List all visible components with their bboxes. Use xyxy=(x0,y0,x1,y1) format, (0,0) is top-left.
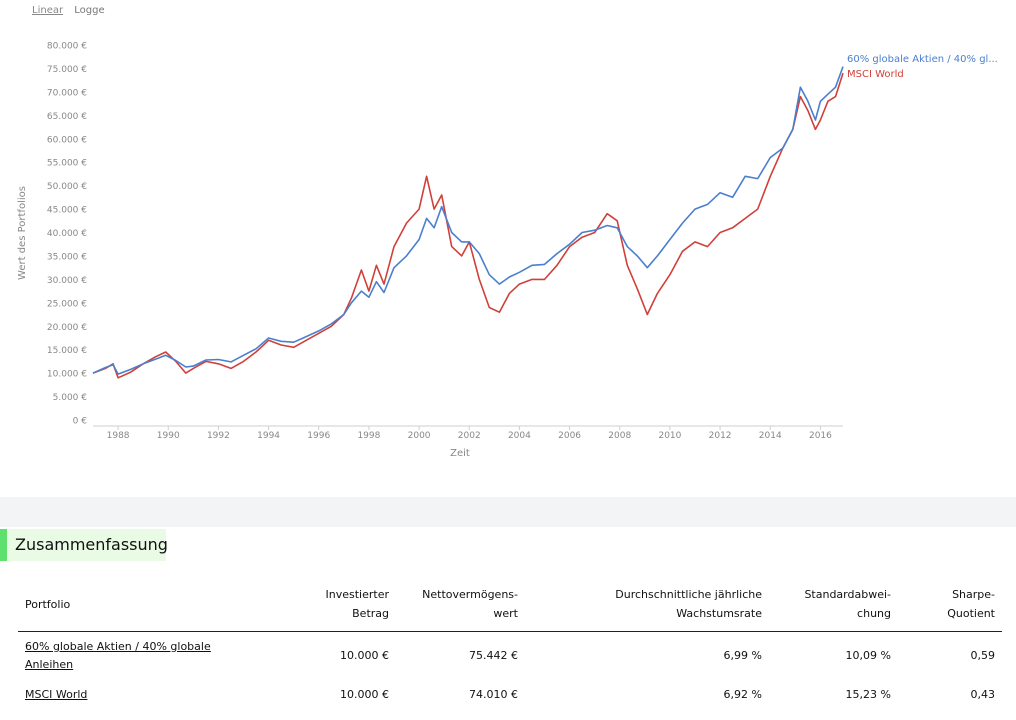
nav-cell: 74.010 € xyxy=(469,688,518,701)
linear-scale-link[interactable]: Linear xyxy=(32,5,64,16)
x-tick-label: 2010 xyxy=(658,431,681,441)
y-tick-label: 80.000 € xyxy=(47,42,87,52)
y-tick-label: 50.000 € xyxy=(47,182,87,192)
y-tick-label: 75.000 € xyxy=(47,65,87,75)
summary-heading: Zusammenfassung xyxy=(0,529,168,561)
x-tick-label: 2008 xyxy=(608,431,631,441)
y-tick-label: 10.000 € xyxy=(47,370,87,380)
x-axis: 1988 1990 1992 1994 1996 1998 2000 2002 2004 2006… xyxy=(107,426,832,441)
header-portfolio: Portfolio xyxy=(18,580,282,632)
section-divider xyxy=(0,497,1016,527)
x-axis-label: Zeit xyxy=(450,448,470,459)
nav-cell: 75.442 € xyxy=(469,649,518,662)
y-tick-label: 25.000 € xyxy=(47,299,87,309)
y-tick-label: 40.000 € xyxy=(47,229,87,239)
x-tick-label: 2002 xyxy=(458,431,481,441)
y-tick-label: 65.000 € xyxy=(47,112,87,122)
x-tick-label: 1998 xyxy=(357,431,380,441)
legend-label-1: MSCI World xyxy=(847,69,904,80)
y-axis: 0 € 5.000 € 10.000 € 15.000 € 20.000 € 25.000… xyxy=(47,42,87,427)
summary-table: Portfolio Investierter Betrag Nettovermög… xyxy=(18,580,1002,710)
sharpe-cell: 0,43 xyxy=(970,688,996,701)
y-tick-label: 5.000 € xyxy=(53,393,88,403)
y-tick-label: 35.000 € xyxy=(47,252,87,262)
series-line-0 xyxy=(92,66,844,375)
x-tick-label: 2000 xyxy=(408,431,431,441)
stddev-cell: 15,23 % xyxy=(845,688,891,701)
header-sharpe: Sharpe- Quotient xyxy=(898,580,1002,632)
x-tick-label: 1988 xyxy=(107,431,130,441)
invested-cell: 10.000 € xyxy=(340,688,389,701)
invested-cell: 10.000 € xyxy=(340,649,389,662)
legend-label-0: 60% globale Aktien / 40% gl... xyxy=(847,54,998,65)
table-row: MSCI World 10.000 € 74.010 € 6,92 % 15,2… xyxy=(18,680,1002,710)
x-tick-label: 1996 xyxy=(307,431,330,441)
x-tick-label: 1990 xyxy=(157,431,180,441)
table-row: 60% globale Aktien / 40% globale Anleihen… xyxy=(18,632,1002,681)
x-tick-label: 2014 xyxy=(759,431,782,441)
header-nav: Nettovermögens-wert xyxy=(396,580,525,632)
portfolio-name-cell: 60% globale Aktien / 40% globale Anleihen xyxy=(18,632,282,681)
y-tick-label: 55.000 € xyxy=(47,159,87,169)
header-invested: Investierter Betrag xyxy=(282,580,396,632)
x-tick-label: 2016 xyxy=(809,431,832,441)
y-tick-label: 70.000 € xyxy=(47,88,87,98)
legend: 60% globale Aktien / 40% gl... MSCI World xyxy=(847,54,998,80)
portfolio-name-cell: MSCI World xyxy=(18,680,282,710)
y-tick-label: 60.000 € xyxy=(47,135,87,145)
y-tick-label: 0 € xyxy=(73,417,88,427)
y-tick-label: 20.000 € xyxy=(47,323,87,333)
cagr-cell: 6,99 % xyxy=(723,649,762,662)
y-tick-label: 45.000 € xyxy=(47,206,87,216)
header-cagr: Durchschnittliche jährliche Wachstumsrate xyxy=(525,580,769,632)
log-scale-link[interactable]: Logge xyxy=(74,5,105,16)
scale-toggle: Linear Logge xyxy=(32,5,113,16)
portfolio-link[interactable]: 60% globale Aktien / 40% globale Anleihen xyxy=(25,640,211,671)
series-line-1 xyxy=(92,72,844,379)
x-tick-label: 2012 xyxy=(709,431,732,441)
sharpe-cell: 0,59 xyxy=(970,649,996,662)
header-stddev: Standardabwei-chung xyxy=(769,580,898,632)
x-tick-label: 1992 xyxy=(207,431,230,441)
y-tick-label: 30.000 € xyxy=(47,276,87,286)
series-group xyxy=(92,66,844,379)
y-tick-label: 15.000 € xyxy=(47,346,87,356)
portfolio-link[interactable]: MSCI World xyxy=(25,688,88,701)
portfolio-value-chart: 0 € 5.000 € 10.000 € 15.000 € 20.000 € 25.000… xyxy=(17,42,998,460)
summary-header-row: Portfolio Investierter Betrag Nettovermög… xyxy=(18,580,1002,632)
stddev-cell: 10,09 % xyxy=(845,649,891,662)
y-axis-label: Wert des Portfolios xyxy=(17,186,28,280)
x-tick-label: 2006 xyxy=(558,431,581,441)
cagr-cell: 6,92 % xyxy=(723,688,762,701)
x-tick-label: 2004 xyxy=(508,431,531,441)
x-tick-label: 1994 xyxy=(257,431,280,441)
